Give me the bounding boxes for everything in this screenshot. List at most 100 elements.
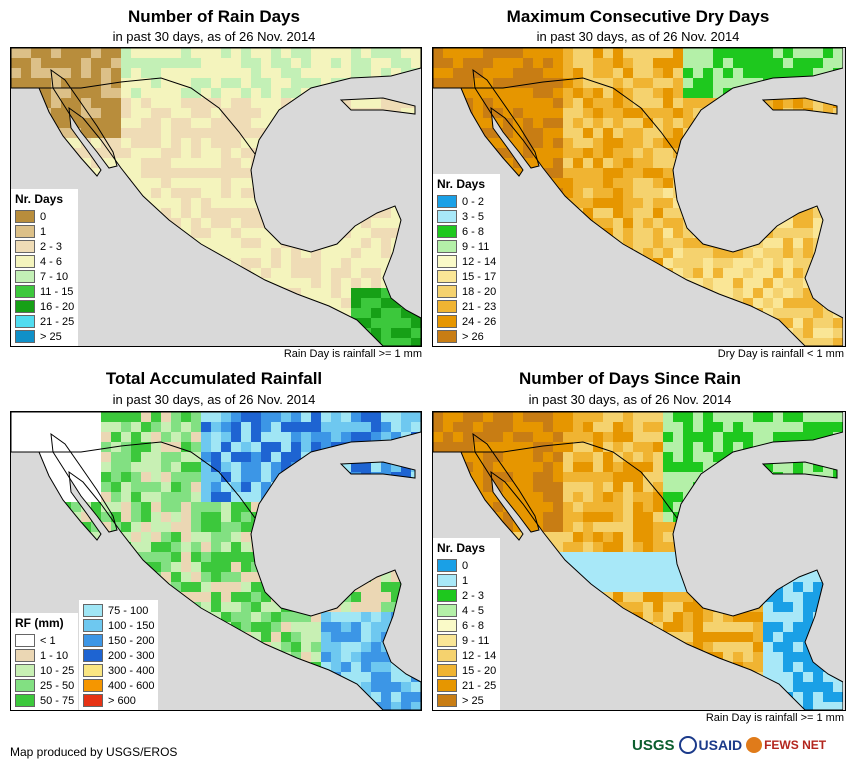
raster-cell bbox=[623, 522, 633, 532]
raster-cell bbox=[91, 472, 101, 482]
raster-cell bbox=[31, 412, 41, 422]
raster-cell bbox=[361, 672, 371, 682]
raster-cell bbox=[371, 308, 381, 318]
raster-cell bbox=[593, 148, 603, 158]
raster-cell bbox=[653, 532, 663, 542]
raster-cell bbox=[251, 88, 261, 98]
raster-cell bbox=[241, 178, 251, 188]
raster-cell bbox=[583, 462, 593, 472]
raster-cell bbox=[683, 78, 693, 88]
raster-cell bbox=[161, 108, 171, 118]
raster-cell bbox=[633, 78, 643, 88]
raster-cell bbox=[201, 118, 211, 128]
raster-cell bbox=[663, 552, 673, 562]
raster-cell bbox=[633, 502, 643, 512]
raster-cell bbox=[653, 592, 663, 602]
raster-cell bbox=[351, 308, 361, 318]
raster-cell bbox=[391, 308, 401, 318]
raster-cell bbox=[603, 98, 613, 108]
raster-cell bbox=[271, 278, 281, 288]
raster-cell bbox=[341, 462, 351, 472]
raster-cell bbox=[613, 158, 623, 168]
raster-cell bbox=[181, 58, 191, 68]
raster-cell bbox=[111, 482, 121, 492]
raster-cell bbox=[643, 512, 653, 522]
raster-cell bbox=[663, 168, 673, 178]
raster-cell bbox=[231, 118, 241, 128]
raster-cell bbox=[141, 48, 151, 58]
raster-cell bbox=[733, 432, 743, 442]
map-canvas bbox=[11, 412, 421, 710]
raster-cell bbox=[71, 462, 81, 472]
raster-cell bbox=[533, 148, 543, 158]
raster-cell bbox=[743, 298, 753, 308]
raster-cell bbox=[91, 138, 101, 148]
raster-cell bbox=[411, 702, 421, 710]
raster-cell bbox=[91, 422, 101, 432]
raster-cell bbox=[483, 108, 493, 118]
raster-cell bbox=[231, 532, 241, 542]
raster-cell bbox=[191, 228, 201, 238]
raster-cell bbox=[523, 492, 533, 502]
raster-cell bbox=[583, 442, 593, 452]
raster-cell bbox=[573, 462, 583, 472]
raster-cell bbox=[251, 208, 261, 218]
raster-cell bbox=[463, 88, 473, 98]
raster-cell bbox=[71, 88, 81, 98]
raster-cell bbox=[633, 218, 643, 228]
raster-cell bbox=[311, 288, 321, 298]
raster-cell bbox=[553, 58, 563, 68]
raster-cell bbox=[181, 462, 191, 472]
raster-cell bbox=[201, 522, 211, 532]
raster-cell bbox=[623, 512, 633, 522]
raster-cell bbox=[211, 592, 221, 602]
raster-cell bbox=[351, 228, 361, 238]
raster-cell bbox=[181, 412, 191, 422]
legend-label: 12 - 14 bbox=[462, 255, 497, 268]
raster-cell bbox=[381, 422, 391, 432]
raster-cell bbox=[181, 158, 191, 168]
raster-cell bbox=[171, 208, 181, 218]
raster-cell bbox=[91, 482, 101, 492]
raster-cell bbox=[201, 502, 211, 512]
raster-cell bbox=[553, 412, 563, 422]
raster-cell bbox=[261, 452, 271, 462]
raster-cell bbox=[513, 502, 523, 512]
raster-cell bbox=[51, 48, 61, 58]
raster-cell bbox=[391, 98, 401, 108]
raster-cell bbox=[613, 58, 623, 68]
raster-cell bbox=[723, 68, 733, 78]
raster-cell bbox=[603, 78, 613, 88]
raster-cell bbox=[633, 422, 643, 432]
raster-cell bbox=[573, 138, 583, 148]
raster-cell bbox=[391, 208, 401, 218]
raster-cell bbox=[101, 462, 111, 472]
raster-cell bbox=[623, 572, 633, 582]
raster-cell bbox=[623, 158, 633, 168]
raster-cell bbox=[371, 48, 381, 58]
raster-cell bbox=[271, 422, 281, 432]
raster-cell bbox=[513, 472, 523, 482]
raster-cell bbox=[523, 412, 533, 422]
raster-cell bbox=[41, 88, 51, 98]
raster-cell bbox=[191, 542, 201, 552]
raster-cell bbox=[733, 58, 743, 68]
raster-cell bbox=[331, 422, 341, 432]
raster-cell bbox=[301, 68, 311, 78]
raster-cell bbox=[683, 48, 693, 58]
raster-cell bbox=[743, 632, 753, 642]
raster-cell bbox=[803, 68, 813, 78]
raster-cell bbox=[131, 492, 141, 502]
raster-cell bbox=[21, 58, 31, 68]
raster-cell bbox=[111, 58, 121, 68]
raster-cell bbox=[593, 462, 603, 472]
raster-cell bbox=[211, 228, 221, 238]
raster-cell bbox=[241, 592, 251, 602]
raster-cell bbox=[643, 592, 653, 602]
raster-cell bbox=[713, 432, 723, 442]
raster-cell bbox=[341, 48, 351, 58]
raster-cell bbox=[583, 412, 593, 422]
legend-label: 75 - 100 bbox=[108, 604, 149, 617]
raster-cell bbox=[141, 108, 151, 118]
